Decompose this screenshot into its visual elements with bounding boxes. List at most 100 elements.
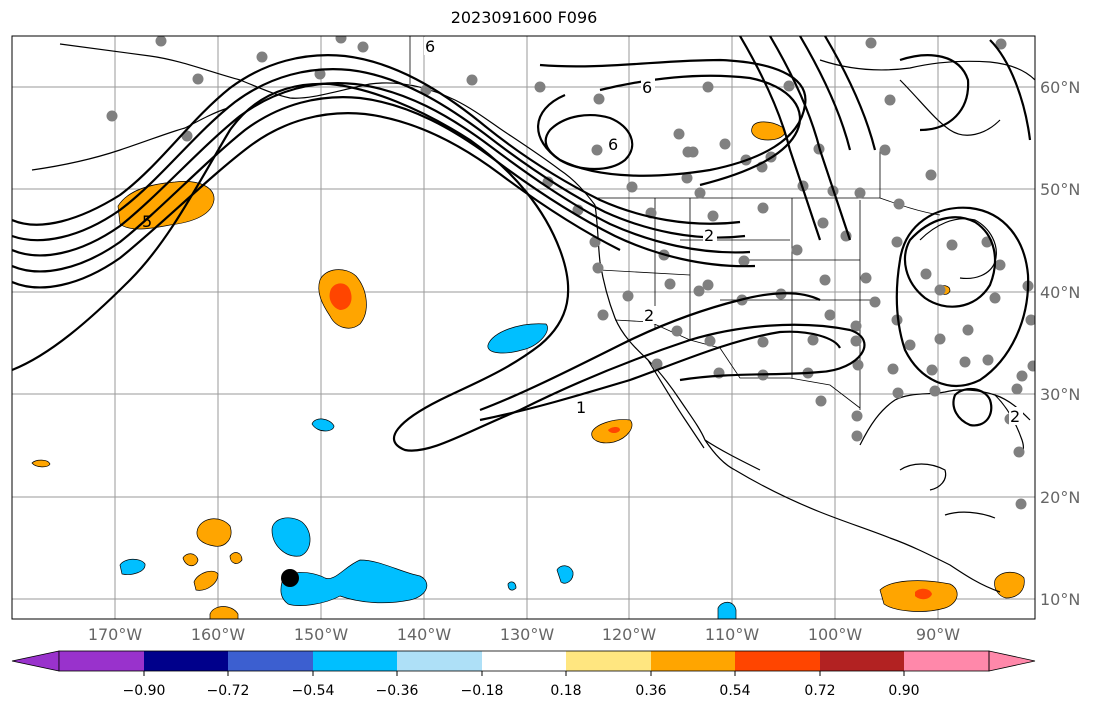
colorbar-swatch [904, 651, 989, 671]
gridlines [12, 36, 1035, 619]
colorbar-swatch [566, 651, 651, 671]
contour-lakes-low-outer [895, 206, 1030, 387]
anomaly-pos-north-pacific [117, 181, 215, 230]
anomaly-strong-baja [608, 427, 620, 433]
colorbar-swatch [59, 651, 144, 671]
cuba [944, 511, 996, 519]
anomaly-pos-hawaii-2 [182, 553, 199, 567]
colorbar-swatch [820, 651, 904, 671]
colorbar-tick-label: −0.90 [123, 683, 166, 699]
contour-lines [12, 36, 1032, 452]
anomaly-neg-small-4 [507, 581, 517, 591]
colorbar: −0.90 −0.72 −0.54 −0.36 −0.18 0.18 0.36 … [11, 650, 1036, 699]
contour-jet-3 [12, 82, 751, 257]
lon-label: 150°W [294, 625, 349, 644]
anomaly-pos-canada [751, 121, 786, 141]
colorbar-tick-label: 0.18 [550, 683, 581, 699]
anomaly-strong-central-pacific [329, 283, 352, 310]
anomaly-neg-west [119, 558, 146, 575]
lon-label: 160°W [191, 625, 246, 644]
canada-hudson [819, 59, 1035, 81]
anomaly-neg-tropical [280, 559, 428, 606]
anomaly-pos-hawaii-3 [229, 552, 243, 564]
greatlakes [919, 218, 997, 280]
lon-label: 120°W [602, 625, 657, 644]
contour-east-5 [899, 54, 970, 132]
contour-label-group: 6 6 6 2 2 1 5 2 [142, 37, 1023, 426]
anomaly-neg-small-3 [556, 565, 574, 584]
contour-jet-4 [12, 96, 756, 273]
anomaly-neg-east-pacific [487, 323, 548, 354]
lon-label: 110°W [705, 625, 760, 644]
contour-label: 6 [608, 135, 618, 154]
colorbar-swatch [735, 651, 820, 671]
contour-east-6 [989, 39, 1032, 141]
contour-label: 6 [425, 37, 435, 56]
contour-jet-1 [12, 54, 741, 226]
contour-canada-3 [599, 74, 801, 187]
aleutians-coast [31, 107, 229, 171]
lat-label: 40°N [1040, 283, 1080, 302]
colorbar-swatch [144, 651, 228, 671]
contour-outer-1 [12, 82, 866, 452]
contour-label: 5 [142, 212, 152, 231]
lat-label: 50°N [1040, 180, 1080, 199]
anomaly-pos-hawaii-4 [193, 570, 219, 591]
contour-lakes-low [903, 216, 997, 308]
contour-jet-2 [12, 68, 746, 242]
colorbar-tick-label: −0.36 [376, 683, 419, 699]
colorbar-tick-label: 0.54 [719, 683, 750, 699]
lon-label: 90°W [916, 625, 960, 644]
colorbar-tick-label: −0.18 [461, 683, 504, 699]
colorbar-tick-label: 0.90 [888, 683, 919, 699]
shaded-anomalies [31, 121, 1025, 619]
baja-coast [647, 359, 705, 449]
map-title: 2023091600 F096 [450, 8, 598, 27]
colorbar-tick-label: −0.72 [207, 683, 250, 699]
contour-jet-5 [12, 112, 621, 289]
colorbar-swatch [313, 651, 397, 671]
anomaly-neg-south-2 [717, 601, 737, 619]
anomaly-pos-westedge [31, 459, 51, 468]
location-marker [281, 569, 299, 587]
lon-label: 140°W [397, 625, 452, 644]
colorbar-tick-label: 0.36 [635, 683, 666, 699]
lat-label: 20°N [1040, 488, 1080, 507]
anomaly-strong-central-america [915, 588, 932, 600]
contour-east-4 [824, 36, 877, 151]
contour-east-3 [799, 36, 852, 151]
mexico-coast [734, 469, 1001, 593]
latitude-labels: 60°N 50°N 40°N 30°N 20°N 10°N [1040, 78, 1080, 609]
lon-label: 130°W [500, 625, 555, 644]
colorbar-swatch [482, 651, 566, 671]
anomaly-neg-hawaii-east [271, 517, 311, 557]
longitude-labels: 170°W 160°W 150°W 140°W 130°W 120°W 110°… [88, 625, 960, 644]
contour-southeast-low [952, 387, 993, 427]
lon-label: 100°W [808, 625, 863, 644]
lat-label: 10°N [1040, 590, 1080, 609]
colorbar-swatch [228, 651, 313, 671]
contour-south-1 [479, 292, 821, 412]
gulf-coast [859, 389, 1031, 446]
lon-label: 170°W [88, 625, 143, 644]
contour-east-1 [739, 36, 822, 241]
contour-label: 2 [1010, 407, 1020, 426]
colorbar-frame [58, 650, 990, 672]
contour-east-2 [769, 36, 852, 241]
lat-label: 30°N [1040, 385, 1080, 404]
colorbar-swatch [651, 651, 735, 671]
colorbar-tick-label: −0.54 [292, 683, 335, 699]
contour-label: 1 [576, 398, 586, 417]
map-frame [11, 35, 1036, 620]
contour-south-2 [479, 330, 841, 422]
colorbar-swatch [397, 651, 482, 671]
anomaly-neg-small-1 [311, 418, 335, 432]
colorbar-tick-label: 0.72 [804, 683, 835, 699]
contour-label: 2 [704, 226, 714, 245]
colorbar-extend-right [988, 650, 1036, 672]
mainland-mexico-inner [704, 439, 761, 471]
contour-label: 2 [644, 306, 654, 325]
contour-canada-2 [544, 114, 634, 170]
contour-label: 6 [642, 78, 652, 97]
lat-label: 60°N [1040, 78, 1080, 97]
